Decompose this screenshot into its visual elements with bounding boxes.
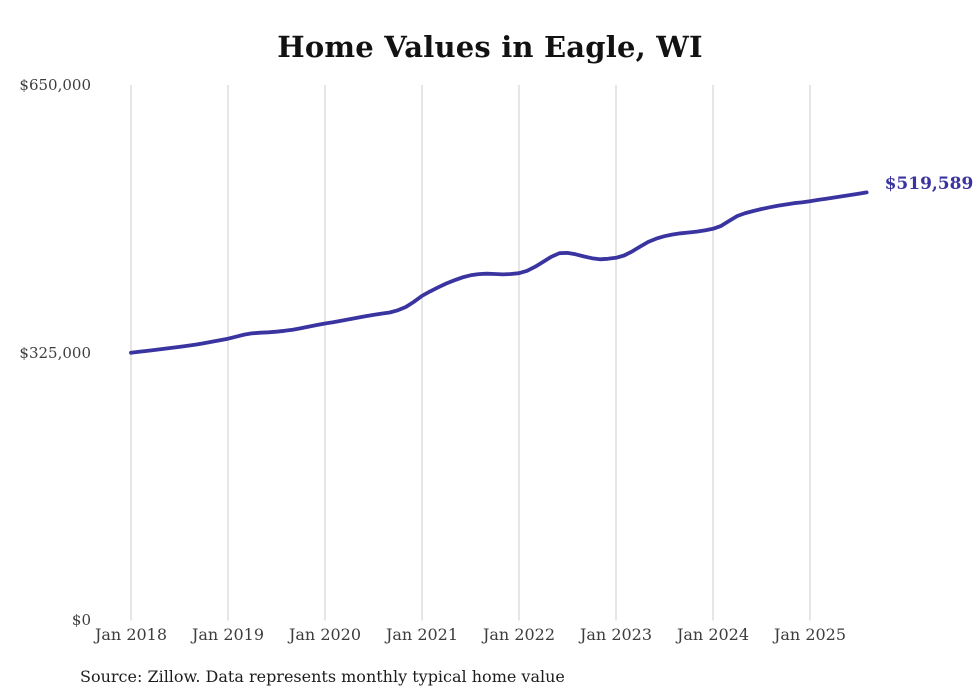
- source-note: Source: Zillow. Data represents monthly …: [80, 667, 565, 686]
- x-axis-tick-label: Jan 2022: [482, 625, 556, 644]
- x-axis-tick-label: Jan 2025: [773, 625, 847, 644]
- x-axis-tick-label: Jan 2023: [579, 625, 653, 644]
- x-axis-tick-label: Jan 2019: [191, 625, 265, 644]
- y-axis-tick-650000: $650,000: [19, 76, 91, 94]
- x-axis-tick-label: Jan 2020: [288, 625, 362, 644]
- y-axis-tick-0: $0: [71, 611, 91, 629]
- y-axis-tick-325000: $325,000: [19, 344, 91, 362]
- x-axis-tick-label: Jan 2021: [385, 625, 459, 644]
- gridline-group: [130, 85, 811, 621]
- current-value-label: $519,589: [884, 174, 974, 195]
- x-axis-tick-label: Jan 2018: [94, 625, 168, 644]
- chart-title: Home Values in Eagle, WI: [277, 30, 703, 64]
- home-value-line: [129, 190, 869, 355]
- x-axis-tick-label: Jan 2024: [676, 625, 750, 644]
